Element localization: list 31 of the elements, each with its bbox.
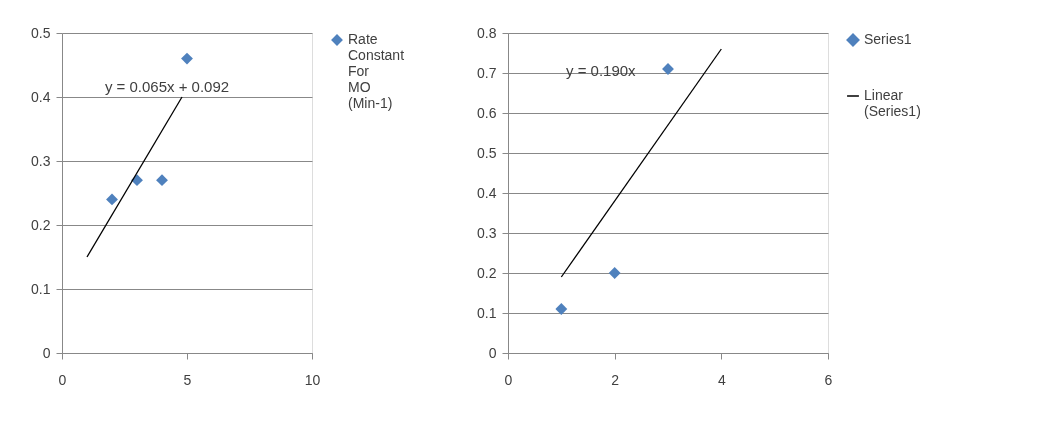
legend-label: Linear (Series1) xyxy=(864,87,921,119)
point xyxy=(156,174,168,187)
y-tick-label: 0.1 xyxy=(477,304,497,321)
y-tick-label: 0 xyxy=(488,344,497,361)
y-tick-label: 0.4 xyxy=(477,184,497,201)
y-tick-label: 0.3 xyxy=(31,152,51,169)
x-tick-label: 10 xyxy=(304,371,321,388)
point xyxy=(106,193,118,206)
point xyxy=(608,267,621,279)
x-tick-label: 5 xyxy=(183,371,192,388)
legend-label: Rate Constant For MO (Min-1) xyxy=(348,31,405,111)
y-tick-label: 0.6 xyxy=(477,104,497,121)
annotation: y = 0.065x + 0.092 xyxy=(104,78,230,96)
y-tick-label: 0.5 xyxy=(31,24,51,41)
x-tick-label: 2 xyxy=(611,371,620,388)
x-tick-label: 0 xyxy=(504,371,513,388)
point xyxy=(181,52,193,65)
y-tick-label: 0.5 xyxy=(477,144,497,161)
y-tick-label: 0.8 xyxy=(477,24,497,41)
y-tick-label: 0.2 xyxy=(31,216,51,233)
y-tick-label: 0.1 xyxy=(31,280,51,297)
legend-label: Series1 xyxy=(864,31,912,47)
y-tick-label: 0.3 xyxy=(477,224,497,241)
x-tick-label: 4 xyxy=(717,371,726,388)
y-tick-label: 0.7 xyxy=(477,64,497,81)
y-tick-label: 0 xyxy=(42,344,51,361)
y-tick-label: 0.4 xyxy=(31,88,51,105)
x-tick-label: 6 xyxy=(824,371,833,388)
point xyxy=(555,303,568,315)
x-tick-label: 0 xyxy=(58,371,67,388)
y-tick-label: 0.2 xyxy=(477,264,497,281)
